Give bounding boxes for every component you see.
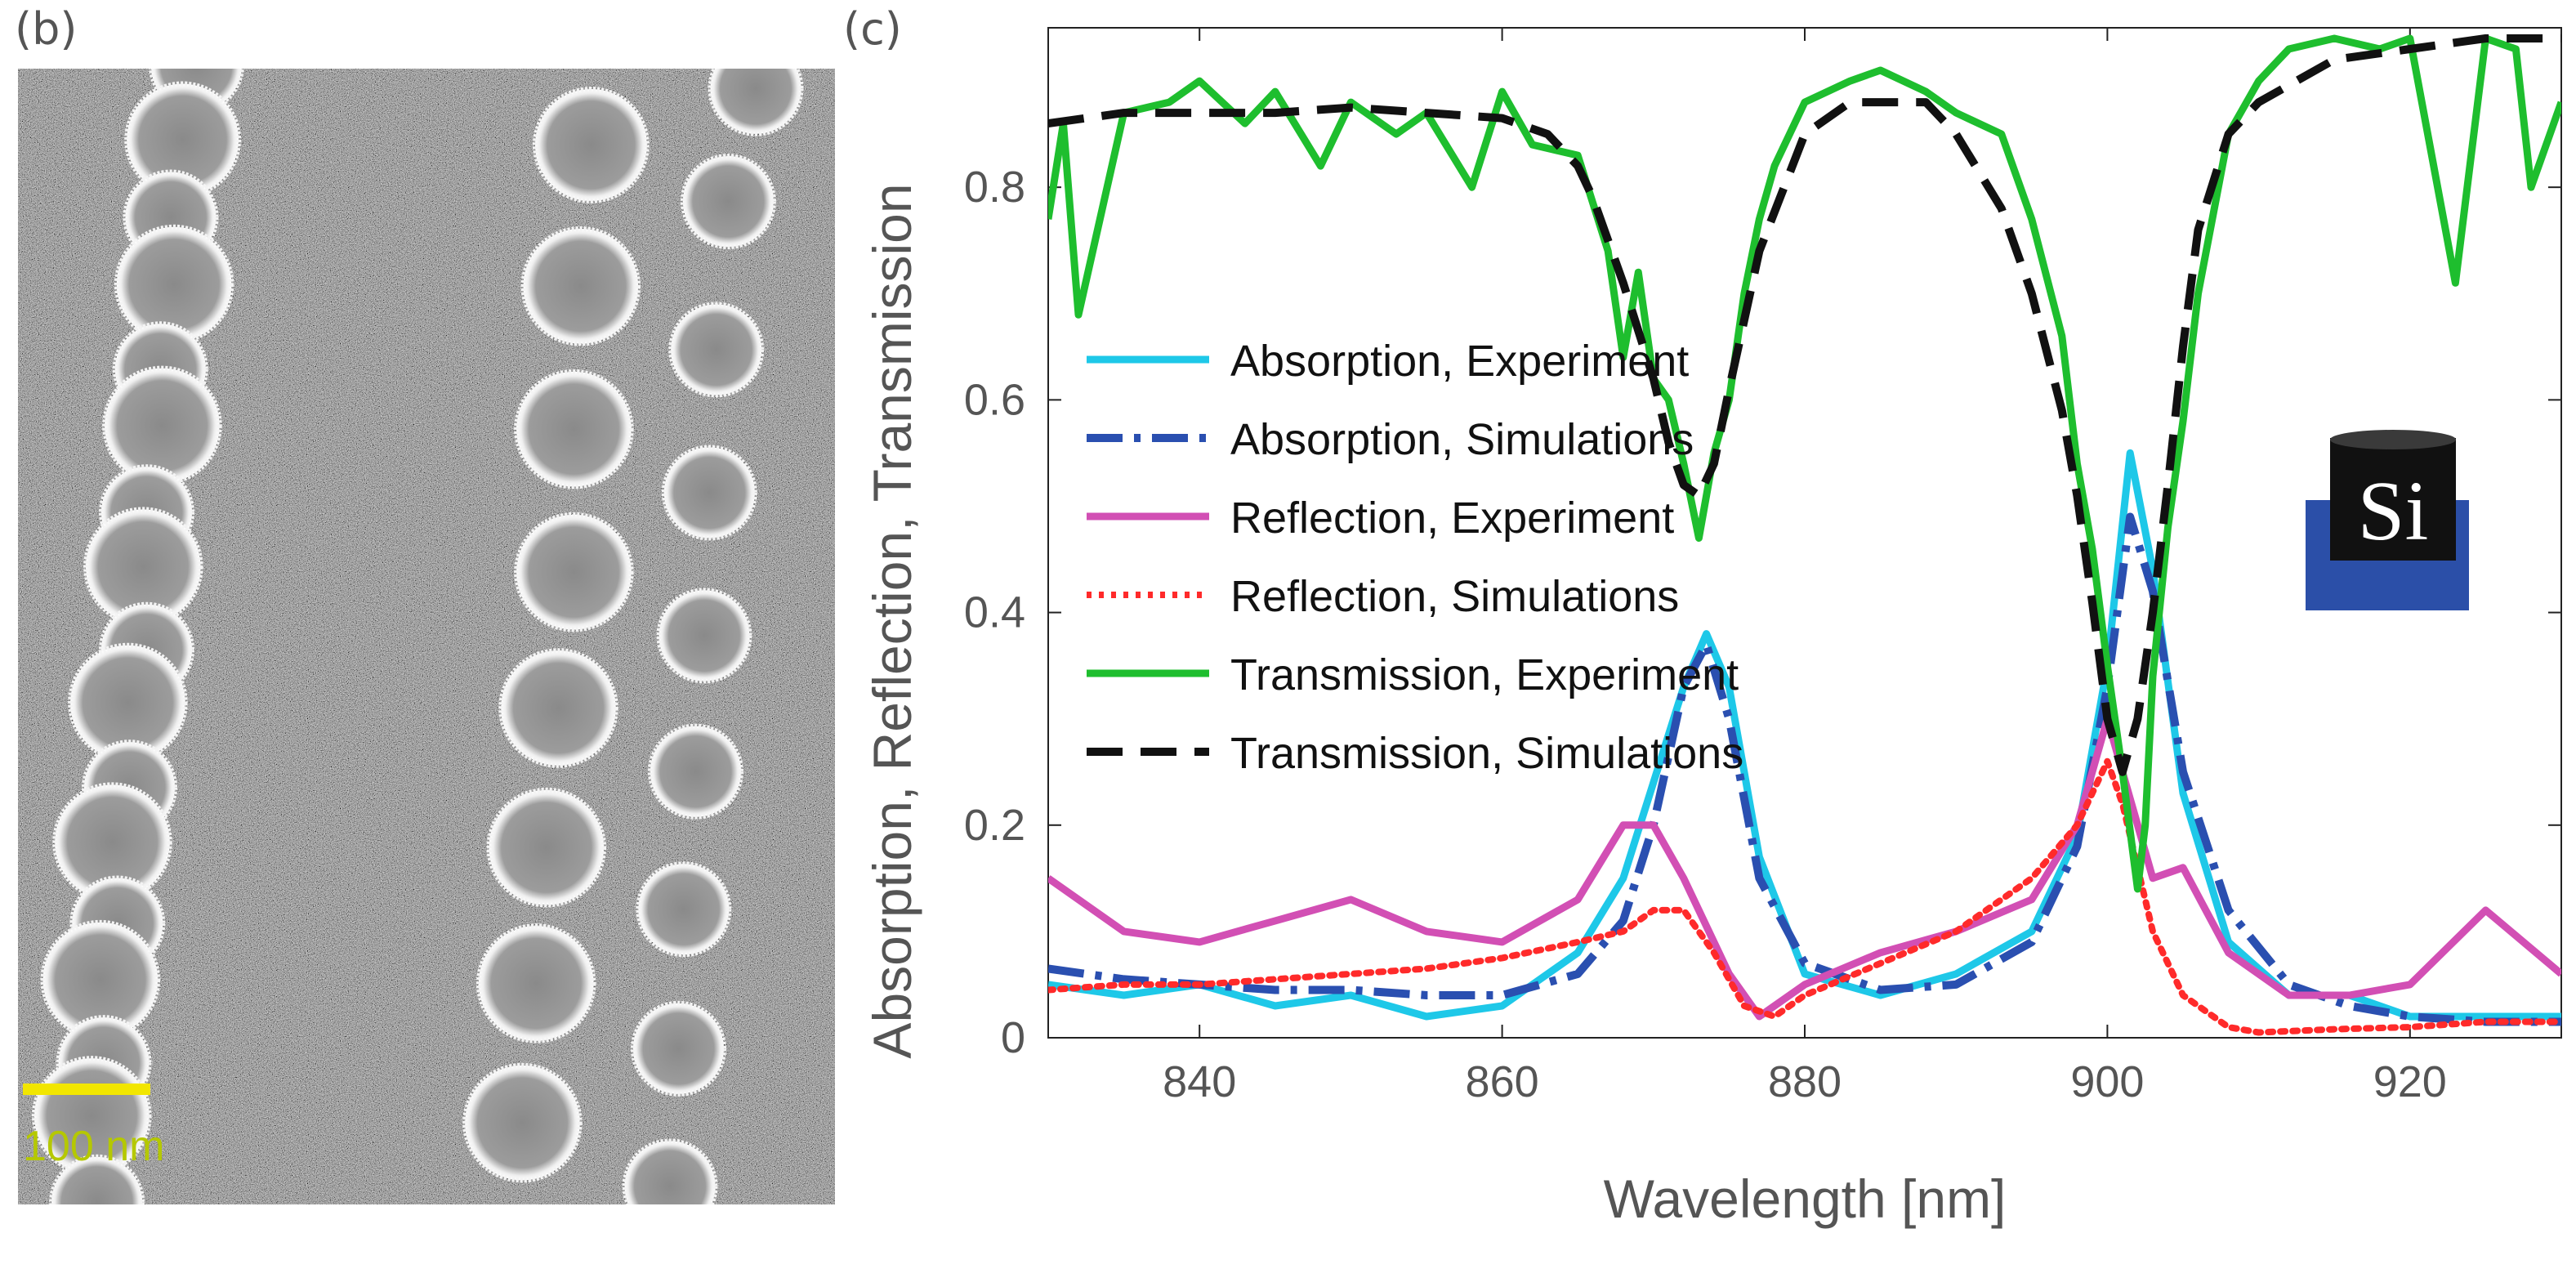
legend-label-6: Transmission, Simulations bbox=[1230, 729, 1743, 778]
legend: Absorption, Experiment Absorption, Simula… bbox=[1087, 337, 1743, 778]
x-tick-label: 880 bbox=[1768, 1057, 1842, 1106]
sem-image: 100 nm bbox=[18, 69, 835, 1204]
y-tick-label: 0 bbox=[1001, 1013, 1025, 1062]
y-tick-label: 0.8 bbox=[964, 163, 1025, 212]
nanodisk bbox=[520, 226, 641, 346]
nanodisk bbox=[648, 723, 743, 820]
x-tick-label: 920 bbox=[2373, 1057, 2447, 1106]
panel-label-c: (c) bbox=[843, 3, 902, 55]
nanodisk bbox=[622, 1138, 718, 1204]
series-line-6 bbox=[1048, 34, 2561, 776]
nanodisk bbox=[656, 588, 752, 684]
nanodisk bbox=[532, 86, 650, 203]
nanodisk bbox=[462, 1062, 583, 1183]
nanodisk bbox=[636, 861, 732, 958]
legend-label-1: Absorption, Experiment bbox=[1230, 337, 1689, 386]
y-tick-label: 0.6 bbox=[964, 375, 1025, 424]
legend-label-3: Reflection, Experiment bbox=[1230, 494, 1674, 543]
si-cylinder-top bbox=[2330, 430, 2456, 449]
legend-label-5: Transmission, Experiment bbox=[1230, 650, 1739, 699]
nanodisk bbox=[514, 369, 634, 489]
x-tick-label: 860 bbox=[1466, 1057, 1539, 1106]
nanodisk bbox=[498, 648, 618, 768]
nanodisk bbox=[486, 787, 607, 908]
si-inset: Si bbox=[2306, 430, 2469, 610]
series-line-1 bbox=[1048, 449, 2561, 1021]
y-tick-label: 0.2 bbox=[964, 801, 1025, 850]
scale-bar bbox=[23, 1084, 150, 1095]
y-tick-label: 0.4 bbox=[964, 588, 1025, 637]
sem-particles: 100 nm bbox=[23, 69, 804, 1204]
x-tick-label: 840 bbox=[1163, 1057, 1236, 1106]
nanodisk bbox=[661, 445, 757, 541]
nanodisk bbox=[668, 302, 765, 398]
si-cylinder bbox=[2330, 438, 2456, 561]
scale-bar-label: 100 nm bbox=[23, 1123, 164, 1170]
series-line-4 bbox=[1048, 757, 2561, 1036]
legend-label-4: Reflection, Simulations bbox=[1230, 572, 1679, 621]
x-axis-label: Wavelength [nm] bbox=[1604, 1168, 2007, 1229]
nanodisk bbox=[680, 154, 776, 250]
nanodisk bbox=[708, 69, 804, 136]
nanodisk bbox=[49, 1154, 145, 1204]
nanodisk bbox=[514, 512, 634, 632]
legend-label-2: Absorption, Simulations bbox=[1230, 415, 1694, 464]
x-tick-label: 900 bbox=[2070, 1057, 2144, 1106]
series-line-2 bbox=[1048, 512, 2561, 1026]
panel-label-b: (b) bbox=[15, 3, 78, 55]
series-line-3 bbox=[1048, 715, 2561, 1021]
nanodisk bbox=[475, 923, 596, 1043]
series-line-5 bbox=[1048, 34, 2561, 893]
si-label: Si bbox=[2358, 464, 2429, 558]
nanodisk bbox=[631, 1000, 726, 1097]
y-axis-label: Absorption, Reflection, Transmission bbox=[862, 183, 922, 1058]
